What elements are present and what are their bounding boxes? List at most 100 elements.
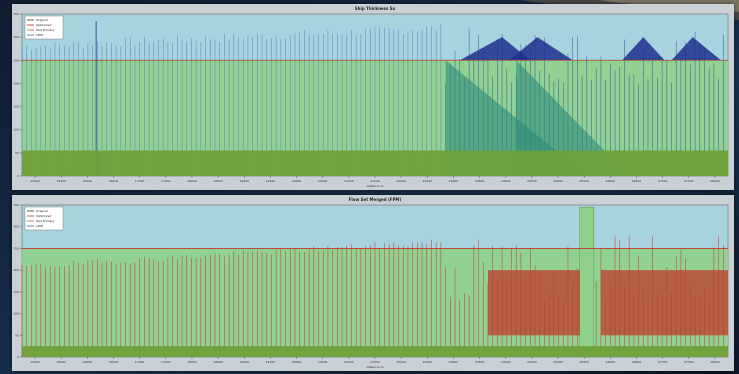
- x-tick-label: 26000: [606, 360, 616, 364]
- peak-mark: [509, 37, 573, 61]
- legend-entry: Original: [36, 209, 48, 213]
- red-region: [487, 270, 580, 336]
- legend-entry: LPIM: [36, 224, 43, 228]
- y-tick-label: 250: [13, 58, 19, 62]
- y-tick-label: 350: [13, 12, 19, 16]
- y-tick-label: 50: [15, 333, 19, 337]
- data-layer: [21, 20, 728, 176]
- base-band: [22, 150, 728, 176]
- bottom-chart: Flow Set Merged (FPM) 0 50 100 150 200 250 300 3…: [13, 197, 729, 369]
- x-tick-label: 25000: [553, 179, 563, 183]
- x-tick-label: 25500: [579, 179, 589, 183]
- x-tick-label: 24500: [527, 360, 537, 364]
- x-tick-label: 20500: [318, 179, 328, 183]
- x-tick-label: 19000: [239, 360, 249, 364]
- x-tick-label: 15500: [56, 179, 66, 183]
- peak-mark: [459, 37, 531, 61]
- x-tick-label: 17500: [161, 179, 171, 183]
- x-tick-label: 21000: [344, 179, 354, 183]
- y-tick-label: 50: [15, 151, 19, 155]
- legend-entry: LPIM: [36, 33, 43, 37]
- x-tick-label: 18500: [213, 179, 223, 183]
- legend-entry: Optimized: [36, 23, 51, 27]
- peak-mark: [671, 37, 721, 61]
- x-tick-label: 16500: [109, 360, 119, 364]
- x-tick-label: 19500: [266, 179, 276, 183]
- x-tick-label: 21000: [344, 360, 354, 364]
- x-tick-label: 15500: [56, 360, 66, 364]
- y-tick-label: 300: [13, 35, 19, 39]
- y-tick-label: 200: [13, 268, 19, 272]
- y-tick-label: 100: [13, 128, 19, 132]
- x-axis-label: Distance m: [367, 184, 384, 188]
- x-tick-label: 27500: [684, 179, 694, 183]
- x-tick-label: 22000: [396, 179, 406, 183]
- chart-title: Flow Set Merged (FPM): [349, 197, 402, 202]
- top-chart: Ship Thickness Sx 0 50 100 150 200 250 300 350 15…: [13, 6, 729, 188]
- x-tick-label: 24500: [527, 179, 537, 183]
- x-tick-label: 20000: [292, 179, 302, 183]
- red-region: [600, 270, 728, 336]
- y-tick-label: 0: [17, 355, 19, 359]
- x-tick-label: 16000: [83, 179, 93, 183]
- base-band: [22, 346, 728, 357]
- x-tick-label: 23500: [475, 360, 485, 364]
- y-tick-label: 150: [13, 290, 19, 294]
- x-tick-label: 21500: [370, 360, 380, 364]
- x-tick-label: 26500: [632, 360, 642, 364]
- wedge-mark: [445, 60, 587, 176]
- legend-entry: Optimized: [36, 214, 51, 218]
- x-tick-label: 19500: [266, 360, 276, 364]
- y-tick-label: 150: [13, 105, 19, 109]
- legend-entry: Test Primary: [35, 219, 55, 223]
- x-tick-label: 19000: [239, 179, 249, 183]
- x-tick-label: 20500: [318, 360, 328, 364]
- x-tick-label: 24000: [501, 360, 511, 364]
- y-tick-label: 250: [13, 246, 19, 250]
- x-tick-label: 22500: [423, 179, 433, 183]
- y-tick-label: 300: [13, 225, 19, 229]
- x-tick-label: 27000: [658, 360, 668, 364]
- legend-entry: Original: [36, 18, 48, 22]
- x-axis-label: Distance m: [367, 365, 384, 369]
- x-tick-label: 26000: [606, 179, 616, 183]
- legend-entry: Test Primary: [35, 28, 55, 32]
- x-tick-label: 15000: [30, 360, 40, 364]
- y-tick-label: 200: [13, 81, 19, 85]
- wedge-mark: [516, 60, 630, 176]
- peak-mark: [622, 37, 665, 61]
- x-tick-label: 27000: [658, 179, 668, 183]
- data-layer: [21, 206, 728, 358]
- x-tick-label: 25500: [579, 360, 589, 364]
- x-tick-label: 16500: [109, 179, 119, 183]
- x-tick-label: 18500: [213, 360, 223, 364]
- x-tick-label: 26500: [632, 179, 642, 183]
- x-tick-label: 23500: [475, 179, 485, 183]
- x-tick-label: 17000: [135, 360, 145, 364]
- chart-title: Ship Thickness Sx: [355, 6, 396, 11]
- y-tick-label: 0: [17, 174, 19, 178]
- x-tick-label: 18000: [187, 360, 197, 364]
- x-tick-label: 17500: [161, 360, 171, 364]
- tall-bump: [579, 206, 595, 358]
- x-tick-label: 22500: [423, 360, 433, 364]
- x-tick-label: 28000: [710, 360, 720, 364]
- top-chart-panel: Ship Thickness Sx 0 50 100 150 200 250 300 350 15…: [12, 4, 734, 190]
- y-tick-label: 350: [13, 203, 19, 207]
- x-tick-label: 25000: [553, 360, 563, 364]
- x-tick-label: 23000: [449, 179, 459, 183]
- x-tick-label: 20000: [292, 360, 302, 364]
- x-tick-label: 21500: [370, 179, 380, 183]
- x-tick-label: 28000: [710, 179, 720, 183]
- x-tick-label: 15000: [30, 179, 40, 183]
- x-tick-label: 22000: [396, 360, 406, 364]
- y-tick-label: 100: [13, 312, 19, 316]
- legend-box: [24, 206, 64, 231]
- bottom-chart-panel: Flow Set Merged (FPM) 0 50 100 150 200 250 300 3…: [12, 195, 734, 371]
- x-tick-label: 24000: [501, 179, 511, 183]
- x-tick-label: 16000: [83, 360, 93, 364]
- x-tick-label: 18000: [187, 179, 197, 183]
- x-tick-label: 17000: [135, 179, 145, 183]
